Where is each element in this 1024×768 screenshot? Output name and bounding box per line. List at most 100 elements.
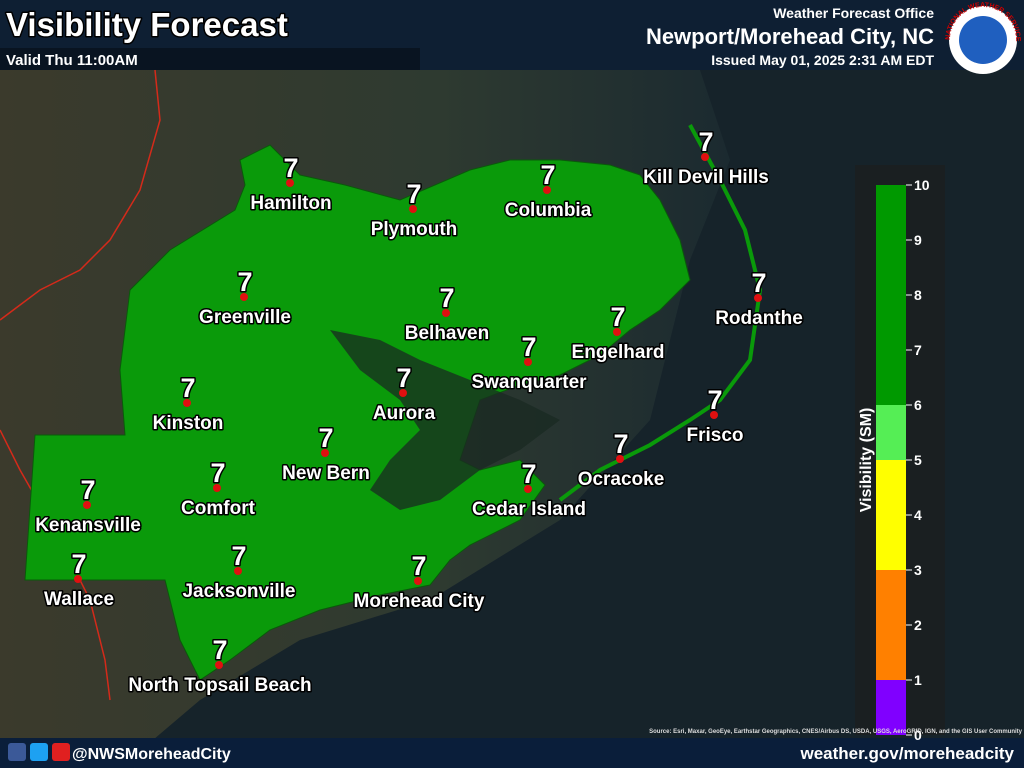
- legend-tick-label: 2: [914, 617, 922, 633]
- city-dot: [524, 485, 532, 493]
- city-name: Columbia: [505, 200, 592, 221]
- city-dot: [215, 661, 223, 669]
- city-name: Aurora: [373, 403, 436, 424]
- city-dot: [83, 501, 91, 509]
- city-value: 7: [212, 635, 227, 665]
- city-value: 7: [80, 475, 95, 505]
- city-value: 7: [406, 179, 421, 209]
- city-value: 7: [180, 373, 195, 403]
- city-name: Jacksonville: [182, 581, 295, 602]
- city-dot: [321, 449, 329, 457]
- city-name: Wallace: [44, 589, 114, 610]
- city-value: 7: [521, 332, 536, 362]
- website: weather.gov/moreheadcity: [799, 744, 1014, 763]
- city-value: 7: [210, 458, 225, 488]
- title: Visibility Forecast: [6, 6, 288, 43]
- legend-tick-label: 7: [914, 342, 922, 358]
- city-name: New Bern: [282, 463, 370, 484]
- legend-tick-label: 9: [914, 232, 922, 248]
- city-dot: [524, 358, 532, 366]
- city-value: 7: [411, 551, 426, 581]
- social-icon: [8, 743, 26, 761]
- city-dot: [710, 411, 718, 419]
- city-value: 7: [283, 153, 298, 183]
- legend-tick-label: 0: [914, 727, 922, 743]
- city-name: Greenville: [199, 307, 291, 328]
- legend-bin: [876, 185, 906, 405]
- header-band: [0, 0, 1024, 70]
- city-dot: [442, 309, 450, 317]
- city-value: 7: [698, 127, 713, 157]
- source: Source: Esri, Maxar, GeoEye, Earthstar G…: [649, 729, 1023, 735]
- legend-bin: [876, 405, 906, 460]
- city-dot: [286, 179, 294, 187]
- legend-tick-label: 4: [914, 507, 922, 523]
- legend-tick-label: 3: [914, 562, 922, 578]
- social-icon: [30, 743, 48, 761]
- sound: [330, 330, 560, 510]
- legend-tick-label: 1: [914, 672, 922, 688]
- city-value: 7: [71, 549, 86, 579]
- city-dot: [183, 399, 191, 407]
- legend-tick-label: 8: [914, 287, 922, 303]
- city-dot: [616, 455, 624, 463]
- valid-time: Valid Thu 11:00AM: [6, 52, 138, 69]
- forecast-area: [24, 144, 691, 681]
- city-name: Rodanthe: [715, 308, 803, 329]
- city-value: 7: [237, 267, 252, 297]
- city-name: Frisco: [686, 425, 743, 446]
- city-dot: [240, 293, 248, 301]
- city-dot: [414, 577, 422, 585]
- legend-tick-label: 6: [914, 397, 922, 413]
- city-name: Hamilton: [250, 193, 331, 214]
- social-handle: @NWSMoreheadCity: [72, 746, 231, 763]
- city-name: Swanquarter: [471, 372, 587, 393]
- legend-tick-label: 5: [914, 452, 922, 468]
- city-name: Morehead City: [354, 591, 485, 612]
- city-name: Cedar Island: [472, 499, 586, 520]
- city-dot: [234, 567, 242, 575]
- city-dot: [399, 389, 407, 397]
- city-dot: [543, 186, 551, 194]
- legend-tick-label: 10: [914, 177, 930, 193]
- legend-label: Visibility (SM): [858, 408, 875, 513]
- office-label: Weather Forecast Office: [773, 5, 934, 21]
- logo-inner: [959, 16, 1007, 64]
- city-name: Plymouth: [371, 219, 458, 240]
- city-dot: [754, 294, 762, 302]
- legend-bin: [876, 460, 906, 570]
- legend-bin: [876, 570, 906, 680]
- city-name: Kill Devil Hills: [643, 167, 769, 188]
- city-dot: [74, 575, 82, 583]
- city-dot: [213, 484, 221, 492]
- footer-band: [0, 738, 1024, 768]
- outer-banks: [558, 124, 763, 502]
- city-value: 7: [613, 429, 628, 459]
- city-name: Belhaven: [405, 323, 489, 344]
- city-name: Engelhard: [572, 342, 665, 363]
- city-name: Ocracoke: [578, 469, 665, 490]
- city-value: 7: [610, 302, 625, 332]
- issued: Issued May 01, 2025 2:31 AM EDT: [711, 52, 934, 68]
- state-line: [0, 69, 161, 321]
- office: Newport/Morehead City, NC: [646, 24, 934, 49]
- city-dot: [409, 205, 417, 213]
- social-icon: [52, 743, 70, 761]
- city-name: North Topsail Beach: [128, 675, 311, 696]
- city-value: 7: [751, 268, 766, 298]
- city-name: Kinston: [153, 413, 224, 434]
- city-value: 7: [540, 160, 555, 190]
- city-name: Comfort: [181, 498, 256, 519]
- city-value: 7: [707, 385, 722, 415]
- city-dot: [613, 328, 621, 336]
- legend-bin: [876, 680, 906, 735]
- city-name: Kenansville: [35, 515, 141, 536]
- city-value: 7: [521, 459, 536, 489]
- city-dot: [701, 153, 709, 161]
- city-value: 7: [318, 423, 333, 453]
- valid-band: [0, 48, 420, 70]
- city-value: 7: [231, 541, 246, 571]
- city-value: 7: [396, 363, 411, 393]
- map-layer: Visibility Forecast Valid Thu 11:00AM Weat…: [5, 2, 1023, 763]
